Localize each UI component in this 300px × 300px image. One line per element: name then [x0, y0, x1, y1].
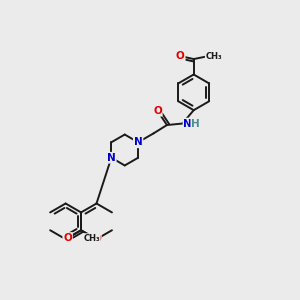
Text: O: O — [92, 234, 101, 244]
Text: N: N — [183, 118, 192, 128]
Text: O: O — [176, 51, 185, 61]
Text: H: H — [191, 118, 200, 128]
Text: N: N — [134, 137, 142, 147]
Text: CH₃: CH₃ — [206, 52, 222, 61]
Text: O: O — [153, 106, 162, 116]
Text: N: N — [107, 153, 116, 163]
Text: CH₃: CH₃ — [83, 234, 100, 243]
Text: O: O — [63, 233, 72, 243]
